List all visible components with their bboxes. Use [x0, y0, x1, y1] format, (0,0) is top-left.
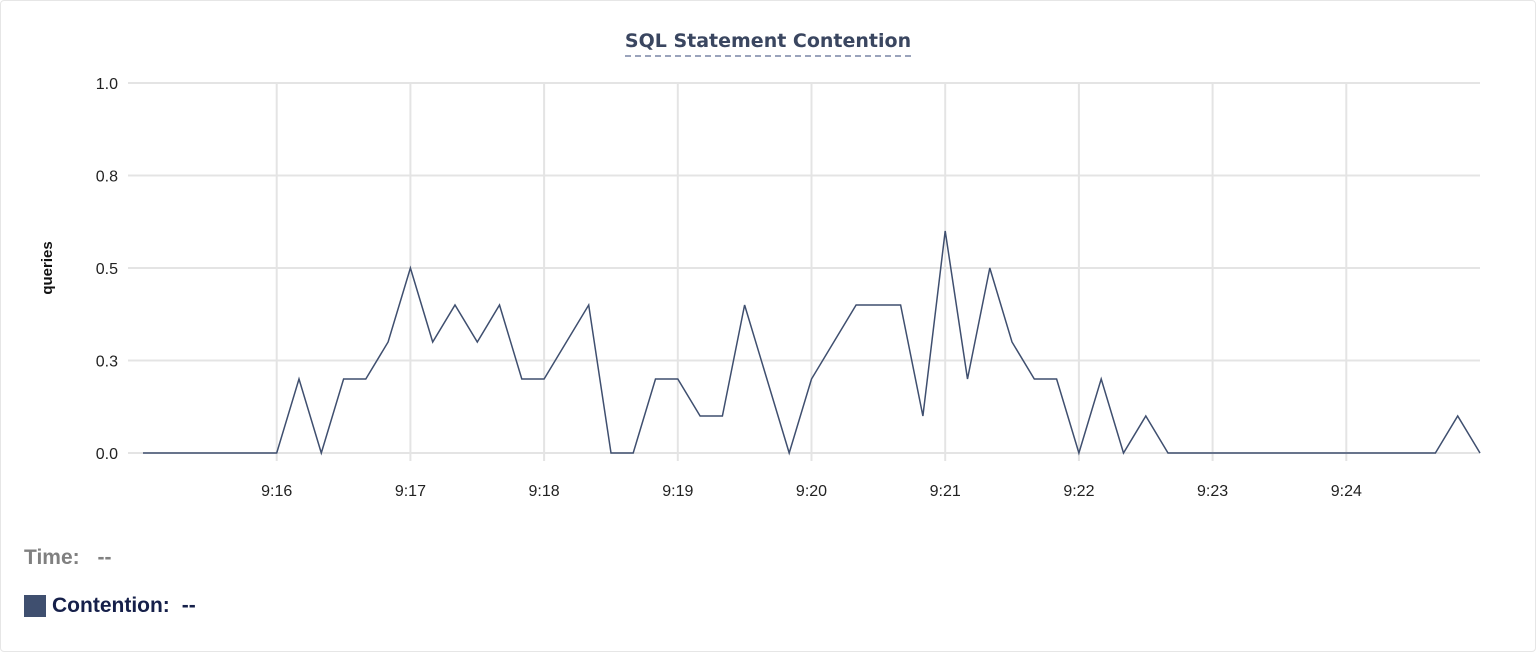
- chart-title[interactable]: SQL Statement Contention: [624, 30, 912, 57]
- x-tick-label: 9:18: [529, 483, 560, 500]
- x-tick-label: 9:23: [1197, 483, 1228, 500]
- y-tick-label: 0.5: [96, 261, 118, 278]
- chart-title-wrap: SQL Statement Contention: [0, 30, 1536, 57]
- series-label: Contention:: [52, 594, 170, 617]
- x-tick-label: 9:20: [796, 483, 827, 500]
- legend-contention: Contention: --: [24, 594, 196, 618]
- time-value: --: [97, 546, 112, 569]
- y-tick-label: 0.8: [96, 169, 118, 186]
- legend-time: Time: --: [24, 546, 111, 570]
- y-tick-label: 1.0: [96, 76, 118, 93]
- time-label: Time:: [24, 546, 80, 569]
- x-tick-label: 9:16: [261, 483, 292, 500]
- x-tick-label: 9:22: [1063, 483, 1094, 500]
- x-tick-label: 9:24: [1331, 483, 1362, 500]
- y-axis-label: queries: [39, 241, 56, 294]
- y-tick-label: 0.3: [96, 354, 118, 371]
- series-value: --: [181, 594, 196, 617]
- x-tick-label: 9:19: [662, 483, 693, 500]
- x-tick-label: 9:17: [395, 483, 426, 500]
- series-swatch: [24, 595, 46, 617]
- y-tick-label: 0.0: [96, 446, 118, 463]
- x-tick-label: 9:21: [930, 483, 961, 500]
